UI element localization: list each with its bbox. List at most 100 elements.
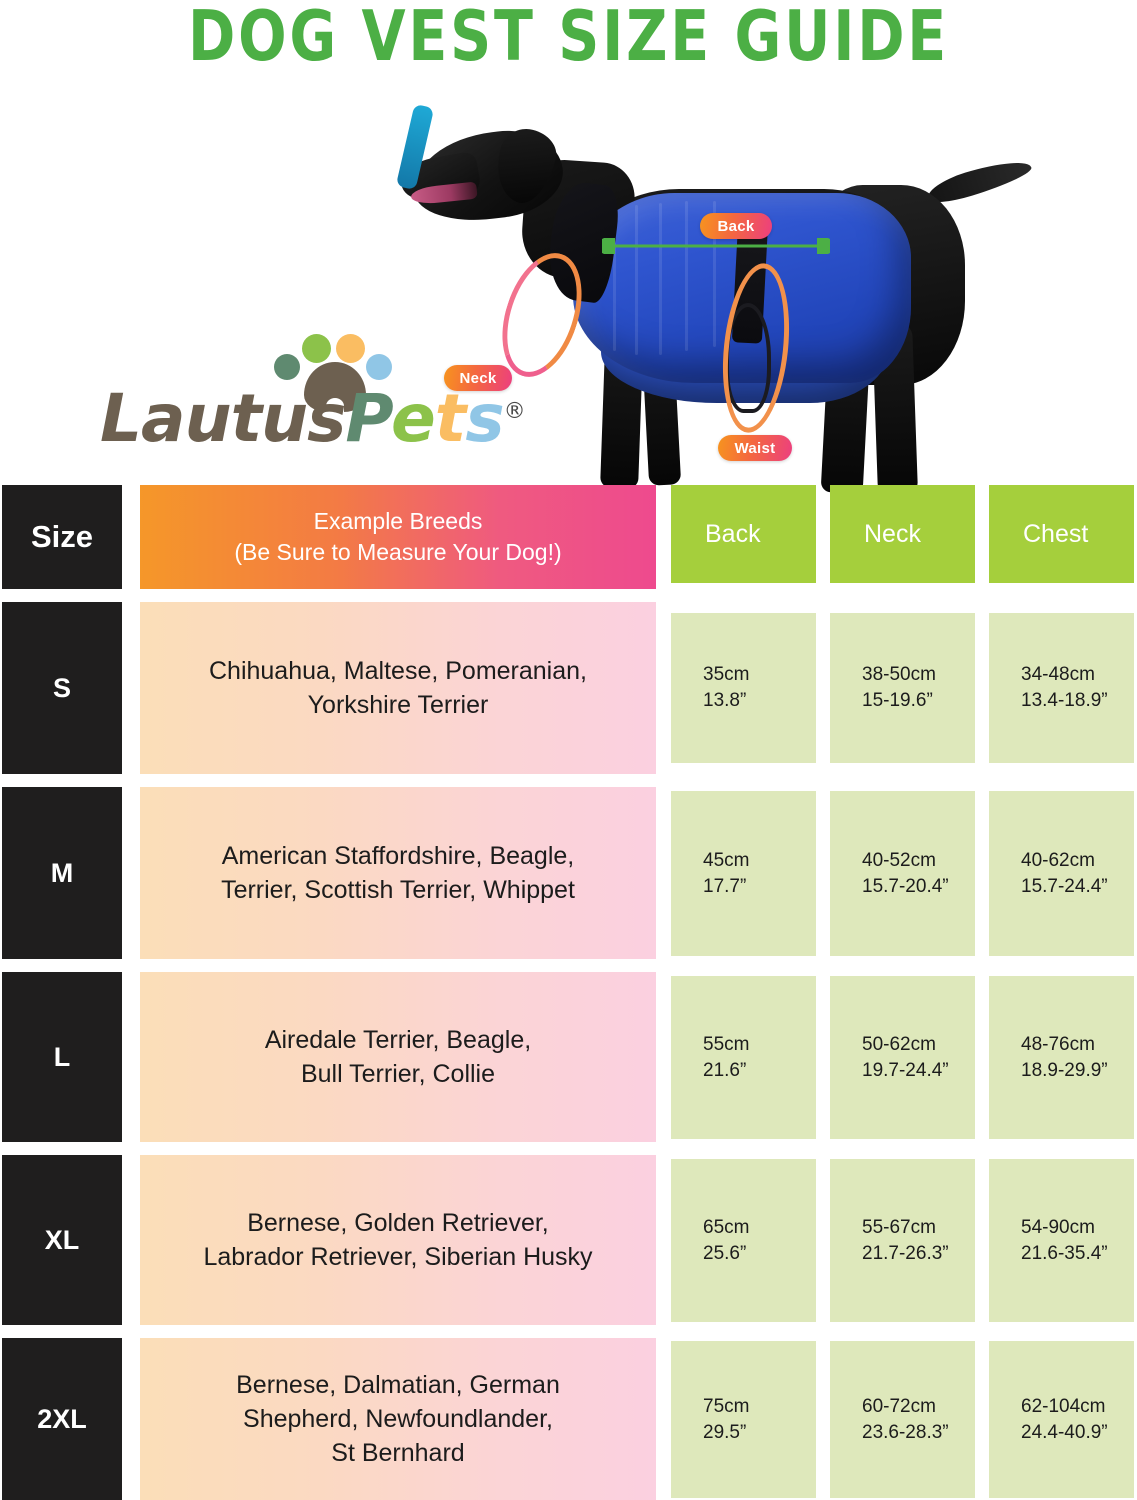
hero-illustration: Back Neck Waist <box>0 95 1137 494</box>
paw-pad <box>304 362 366 414</box>
brand-name-lautus: Lautus <box>100 380 346 457</box>
row-size: 2XL <box>2 1338 122 1500</box>
row-chest: 40-62cm 15.7-24.4” <box>989 791 1134 956</box>
paw-toe-1 <box>274 354 300 380</box>
row-back-in: 29.5” <box>703 1421 747 1443</box>
row-neck-cm: 60-72cm <box>862 1395 936 1417</box>
row-back: 45cm 17.7” <box>671 791 816 956</box>
row-chest-cm: 34-48cm <box>1021 664 1095 685</box>
row-chest-in: 24.4-40.9” <box>1021 1421 1108 1443</box>
row-breeds-line2: Shepherd, Newfoundlander, <box>243 1405 553 1433</box>
row-breeds-line1: Bernese, Dalmatian, German <box>236 1371 560 1399</box>
table-row: L Airedale Terrier, Beagle, Bull Terrier… <box>0 972 1137 1142</box>
row-back-cm: 55cm <box>703 1033 750 1055</box>
dog-tail <box>923 153 1035 209</box>
callout-waist: Waist <box>718 435 792 461</box>
paw-toe-3 <box>336 334 365 363</box>
row-breeds-line2: Yorkshire Terrier <box>307 691 489 719</box>
registered-mark: ® <box>503 399 526 424</box>
row-size: L <box>2 972 122 1142</box>
row-breeds-line2: Terrier, Scottish Terrier, Whippet <box>221 876 575 904</box>
row-neck: 38-50cm 15-19.6” <box>830 613 975 763</box>
table-row: 2XL Bernese, Dalmatian, German Shepherd,… <box>0 1338 1137 1500</box>
header-size: Size <box>2 485 122 589</box>
header-neck: Neck <box>830 485 975 583</box>
row-chest-in: 21.6-35.4” <box>1021 1242 1108 1264</box>
row-chest: 62-104cm 24.4-40.9” <box>989 1341 1134 1498</box>
row-breeds: Chihuahua, Maltese, Pomeranian, Yorkshir… <box>140 602 656 774</box>
row-chest-in: 13.4-18.9” <box>1021 690 1108 711</box>
row-back-cm: 45cm <box>703 849 750 871</box>
row-neck-cm: 50-62cm <box>862 1033 936 1055</box>
table-row: M American Staffordshire, Beagle, Terrie… <box>0 787 1137 959</box>
row-neck-cm: 55-67cm <box>862 1216 936 1238</box>
size-table: Size Example Breeds (Be Sure to Measure … <box>0 485 1137 1500</box>
row-chest-cm: 48-76cm <box>1021 1033 1095 1055</box>
row-back-in: 25.6” <box>703 1242 747 1264</box>
header-chest: Chest <box>989 485 1134 583</box>
row-neck-in: 19.7-24.4” <box>862 1059 949 1081</box>
row-neck-cm: 40-52cm <box>862 849 936 871</box>
row-neck: 60-72cm 23.6-28.3” <box>830 1341 975 1498</box>
row-chest: 48-76cm 18.9-29.9” <box>989 976 1134 1139</box>
row-back-in: 21.6” <box>703 1059 747 1081</box>
row-breeds-line2: Bull Terrier, Collie <box>300 1060 496 1088</box>
row-back: 75cm 29.5” <box>671 1341 816 1498</box>
callout-back: Back <box>700 213 772 239</box>
paw-print-icon <box>250 328 392 414</box>
row-size: XL <box>2 1155 122 1325</box>
header-breeds: Example Breeds (Be Sure to Measure Your … <box>140 485 656 589</box>
row-neck: 50-62cm 19.7-24.4” <box>830 976 975 1139</box>
row-back-in: 13.8” <box>703 690 747 711</box>
row-breeds-line1: Bernese, Golden Retriever, <box>247 1209 549 1237</box>
row-chest: 54-90cm 21.6-35.4” <box>989 1159 1134 1322</box>
row-neck-in: 15-19.6” <box>862 690 933 711</box>
row-chest-cm: 54-90cm <box>1021 1216 1095 1238</box>
row-chest-cm: 62-104cm <box>1021 1395 1106 1417</box>
row-breeds-line3: St Bernhard <box>331 1439 465 1467</box>
brand-name-t: t <box>434 380 467 457</box>
brand-name-s: s <box>465 380 504 457</box>
row-back-cm: 35cm <box>703 664 750 685</box>
row-breeds-line2: Labrador Retriever, Siberian Husky <box>203 1243 593 1271</box>
row-breeds: American Staffordshire, Beagle, Terrier,… <box>140 787 656 959</box>
row-back: 35cm 13.8” <box>671 613 816 763</box>
paw-toe-2 <box>302 334 331 363</box>
row-neck: 55-67cm 21.7-26.3” <box>830 1159 975 1322</box>
row-back-cm: 65cm <box>703 1216 750 1238</box>
header-breeds-line2: (Be Sure to Measure Your Dog!) <box>234 539 562 565</box>
header-breeds-line1: Example Breeds <box>313 508 483 534</box>
brand-name: LautusPets® <box>100 380 526 457</box>
row-chest-in: 18.9-29.9” <box>1021 1059 1108 1081</box>
row-size: M <box>2 787 122 959</box>
row-chest-cm: 40-62cm <box>1021 849 1095 871</box>
vest-leg-hole <box>725 303 771 413</box>
row-chest-in: 15.7-24.4” <box>1021 875 1108 897</box>
row-back: 55cm 21.6” <box>671 976 816 1139</box>
back-measure-arrow <box>602 238 830 254</box>
row-breeds: Bernese, Golden Retriever, Labrador Retr… <box>140 1155 656 1325</box>
paw-toe-4 <box>366 354 392 380</box>
row-back: 65cm 25.6” <box>671 1159 816 1322</box>
row-neck-in: 21.7-26.3” <box>862 1242 949 1264</box>
page-title: DOG VEST SIZE GUIDE <box>187 0 950 78</box>
callout-neck: Neck <box>444 365 512 391</box>
row-breeds: Airedale Terrier, Beagle, Bull Terrier, … <box>140 972 656 1142</box>
row-back-cm: 75cm <box>703 1395 750 1417</box>
row-neck-in: 15.7-20.4” <box>862 875 949 897</box>
brand-logo: LautusPets® <box>100 328 526 470</box>
row-breeds-line1: American Staffordshire, Beagle, <box>221 842 575 870</box>
table-row: S Chihuahua, Maltese, Pomeranian, Yorksh… <box>0 602 1137 774</box>
brand-name-p: P <box>345 380 392 457</box>
row-neck-in: 23.6-28.3” <box>862 1421 949 1443</box>
table-row: XL Bernese, Golden Retriever, Labrador R… <box>0 1155 1137 1325</box>
row-breeds-line1: Airedale Terrier, Beagle, <box>264 1026 532 1054</box>
row-breeds: Bernese, Dalmatian, German Shepherd, New… <box>140 1338 656 1500</box>
table-header-row: Size Example Breeds (Be Sure to Measure … <box>0 485 1137 589</box>
row-neck: 40-52cm 15.7-20.4” <box>830 791 975 956</box>
row-back-in: 17.7” <box>703 875 747 897</box>
header-back: Back <box>671 485 816 583</box>
row-breeds-line1: Chihuahua, Maltese, Pomeranian, <box>208 657 587 685</box>
row-neck-cm: 38-50cm <box>862 664 936 685</box>
